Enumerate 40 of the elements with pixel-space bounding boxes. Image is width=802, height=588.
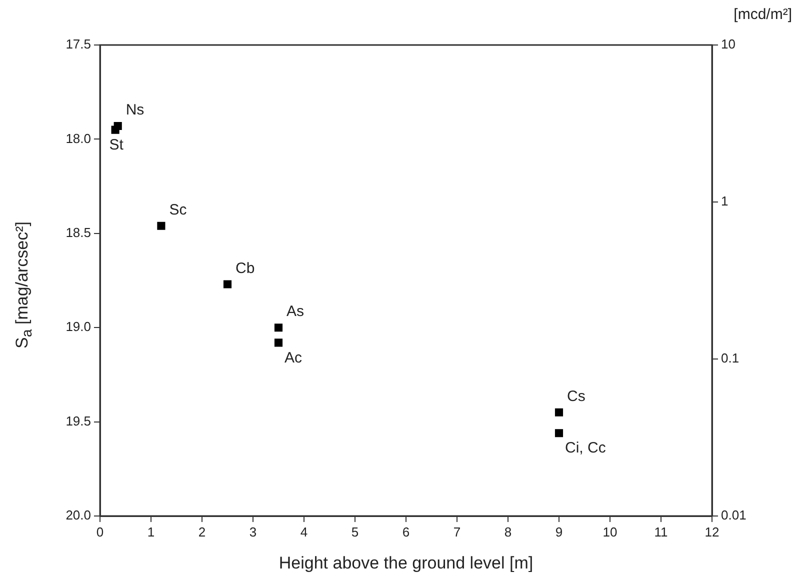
y2-tick-label: 0.01 [721, 508, 746, 523]
x-tick-label: 9 [555, 524, 563, 540]
x-tick-label: 3 [249, 524, 257, 540]
annotation: Cb [236, 260, 255, 277]
y-tick-label: 19.0 [66, 319, 91, 334]
point [554, 429, 564, 438]
point [114, 122, 122, 130]
y-tick-label: 18.0 [66, 130, 91, 146]
point [554, 408, 564, 416]
y-tick-label: 20.0 [66, 508, 91, 523]
annotation: Ac [284, 349, 303, 366]
y2-tick-label: 10 [721, 36, 736, 52]
y2-tick-label: 0.1 [721, 350, 740, 366]
x-tick-label: 2 [198, 524, 206, 540]
annotation: Ci, Cc [565, 440, 606, 457]
x-tick-label: 8 [504, 524, 512, 540]
x-tick-label: 10 [602, 524, 618, 540]
annotation: St [109, 136, 124, 154]
point [157, 222, 166, 230]
x-tick-label: 6 [402, 524, 410, 540]
x-tick-label: 4 [300, 524, 308, 540]
annotation: Ns [126, 102, 144, 119]
x-tick-label: 11 [654, 524, 668, 540]
y2-tick-label: 1 [721, 194, 728, 209]
y-tick-label: 17.5 [66, 36, 91, 52]
x-axis-title: Height above the ground level [m] [278, 553, 534, 572]
point [274, 338, 283, 347]
x-tick-label: 0 [96, 524, 104, 540]
annotation: Cs [567, 388, 586, 406]
annotation: Sc [169, 202, 188, 219]
x-tick-label: 7 [453, 524, 461, 540]
y-tick-label: 19.5 [66, 413, 91, 428]
annotation: As [286, 303, 304, 320]
x-tick-label: 12 [704, 524, 720, 540]
y2-axis-title: [mcd/m²] [734, 6, 792, 23]
point [223, 280, 232, 288]
y-tick-label: 18.5 [66, 224, 91, 240]
x-tick-label: 1 [147, 524, 155, 540]
x-tick-label: 5 [351, 524, 359, 540]
point [274, 324, 283, 332]
